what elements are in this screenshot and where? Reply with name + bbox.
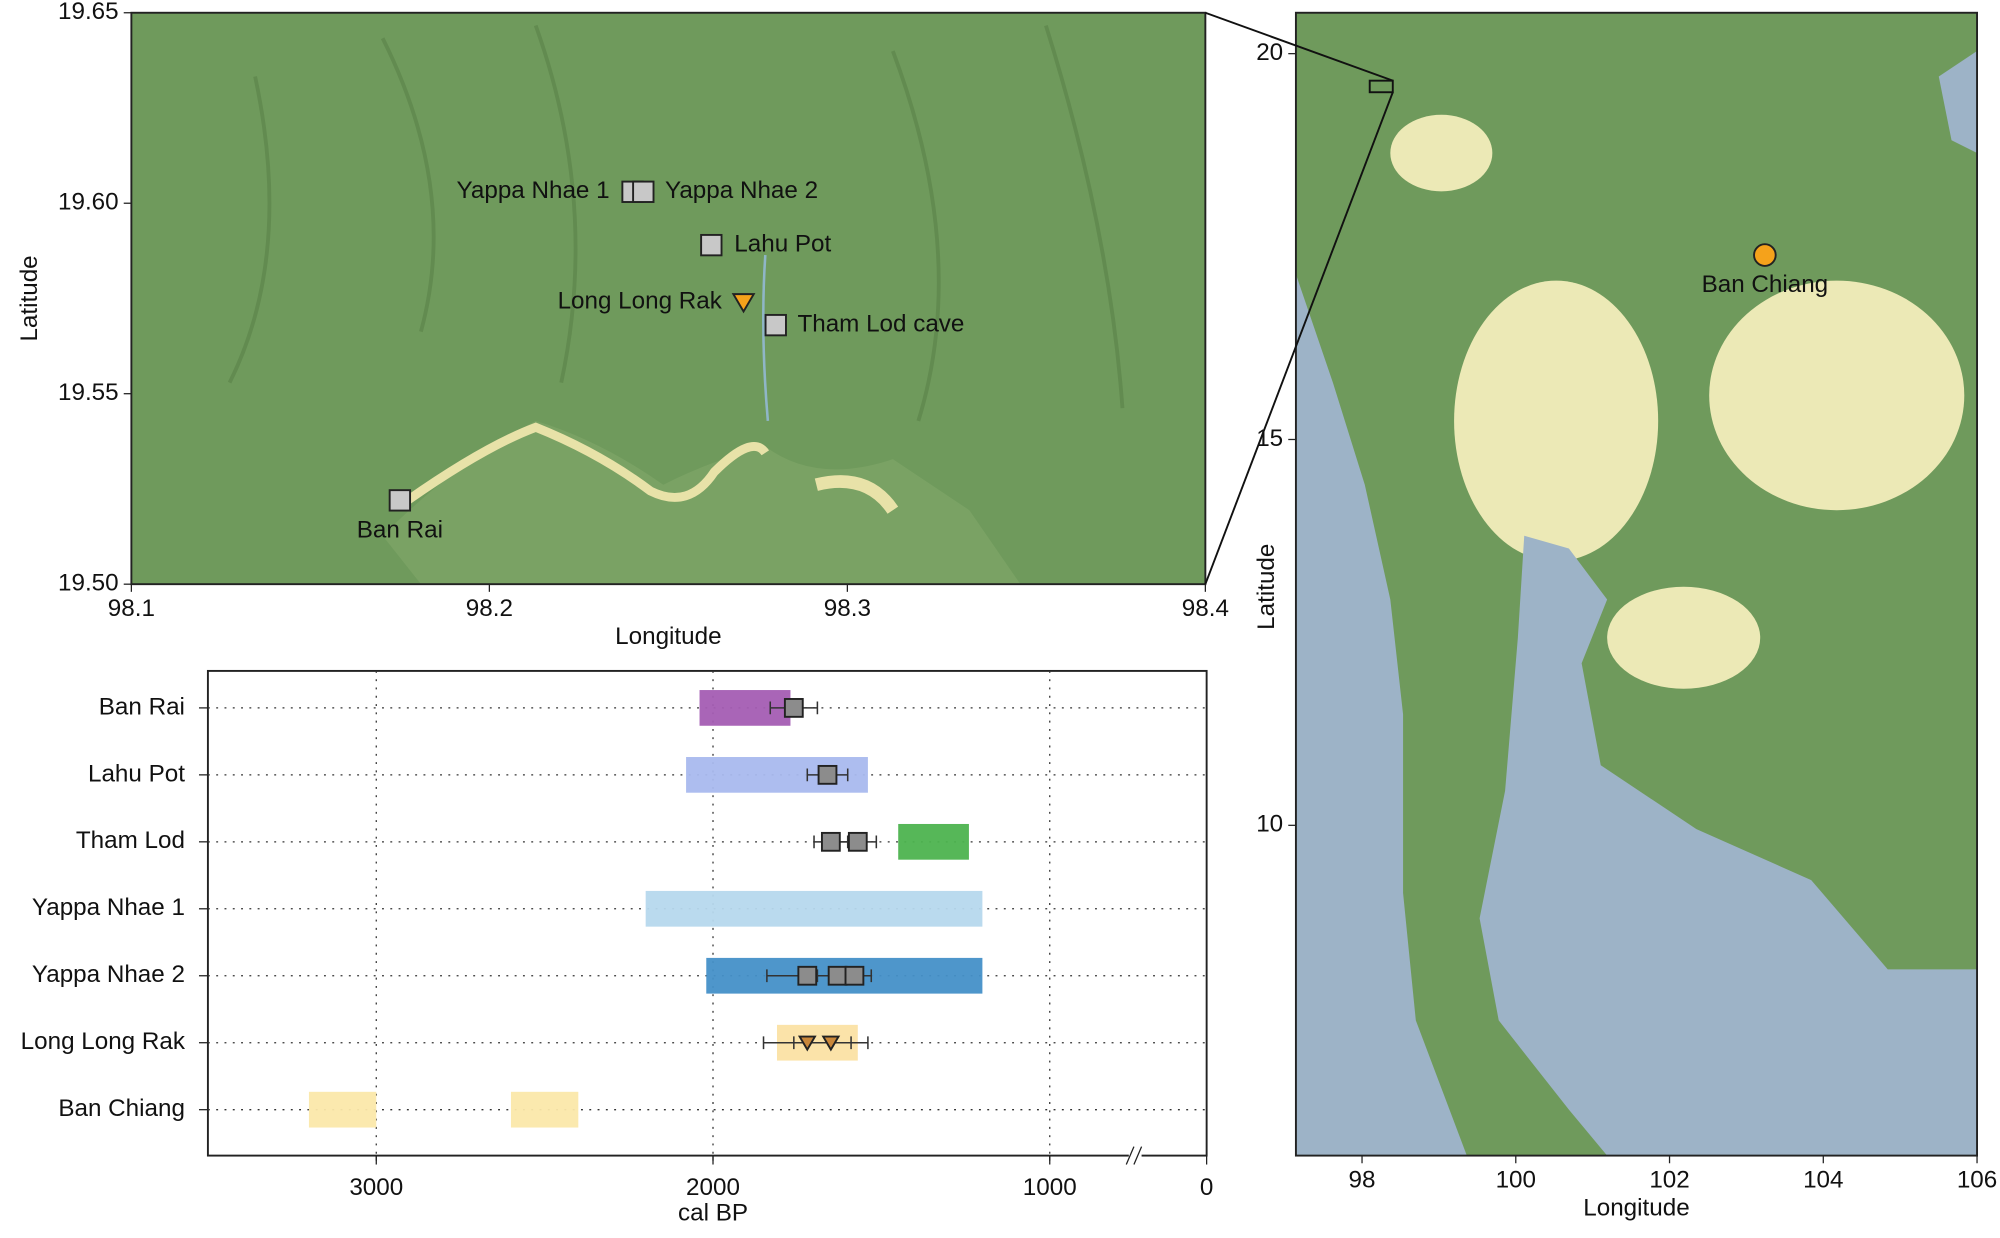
marker	[827, 965, 848, 986]
x-tick-label: 106	[1957, 1167, 1997, 1194]
x-tick-label: 0	[1200, 1174, 1213, 1201]
site-label: Ban Rai	[357, 516, 443, 543]
site-label: Yappa Nhae 2	[665, 177, 818, 204]
x-tick-label: 104	[1803, 1167, 1843, 1194]
y-tick-label: 19.55	[58, 379, 119, 406]
site-label: Tham Lod cave	[797, 311, 964, 338]
x-tick-label: 2000	[686, 1174, 740, 1201]
y-axis-title: Latitude	[16, 255, 43, 341]
y-tick-label: Yappa Nhae 1	[32, 894, 185, 921]
marker	[797, 965, 818, 986]
y-tick-label: Ban Rai	[99, 693, 185, 720]
marker	[847, 831, 868, 852]
y-tick-label: 19.65	[58, 0, 119, 25]
marker	[844, 965, 865, 986]
range-bar	[645, 890, 983, 927]
x-tick-label: 1000	[1023, 1174, 1077, 1201]
y-tick-label: 10	[1256, 811, 1283, 838]
y-tick-label: Long Long Rak	[21, 1028, 186, 1055]
site-label: Lahu Pot	[734, 231, 831, 258]
terrain-regional	[1295, 12, 1978, 1156]
x-tick-label: 100	[1496, 1167, 1536, 1194]
marker	[797, 1035, 817, 1052]
inset-outline	[1368, 79, 1394, 94]
connector	[1205, 11, 1394, 82]
connector	[1204, 91, 1394, 585]
x-tick-label: 98	[1349, 1167, 1376, 1194]
y-tick-label: Yappa Nhae 2	[32, 961, 185, 988]
regional-frame	[1294, 11, 1978, 1157]
marker	[783, 698, 804, 718]
marker	[1753, 243, 1777, 267]
marker	[632, 180, 655, 203]
site-label: Long Long Rak	[558, 288, 723, 315]
range-bar	[898, 823, 969, 860]
y-axis-title: Latitude	[1253, 544, 1280, 630]
marker	[764, 313, 787, 337]
x-axis-title: Longitude	[1583, 1195, 1689, 1222]
marker	[700, 233, 723, 257]
x-axis-title: cal BP	[678, 1200, 748, 1227]
marker	[820, 831, 841, 852]
site-label: Yappa Nhae 1	[457, 177, 610, 204]
inset-frame	[130, 11, 1207, 586]
site-label: Ban Chiang	[1702, 271, 1829, 298]
marker	[817, 764, 838, 785]
x-tick-label: 102	[1649, 1167, 1689, 1194]
x-tick-label: 98.3	[824, 595, 871, 622]
terrain-inset	[131, 12, 1206, 585]
y-tick-label: Ban Chiang	[58, 1095, 185, 1122]
marker	[388, 489, 412, 512]
x-tick-label: 98.2	[466, 595, 513, 622]
x-tick-label: 3000	[349, 1174, 403, 1201]
marker	[731, 293, 756, 314]
x-tick-label: 98.1	[108, 595, 155, 622]
y-tick-label: 19.60	[58, 189, 119, 216]
y-tick-label: 19.50	[58, 570, 119, 597]
x-tick-label: 98.4	[1182, 595, 1229, 622]
y-tick-label: Lahu Pot	[88, 760, 185, 787]
axis-break	[1125, 1146, 1143, 1165]
y-tick-label: Tham Lod	[76, 827, 185, 854]
range-bar	[510, 1091, 579, 1128]
x-axis-title: Longitude	[615, 623, 721, 650]
range-bar	[308, 1091, 377, 1128]
y-tick-label: 20	[1256, 39, 1283, 66]
marker	[821, 1035, 841, 1052]
chronology-frame	[206, 669, 1208, 1157]
